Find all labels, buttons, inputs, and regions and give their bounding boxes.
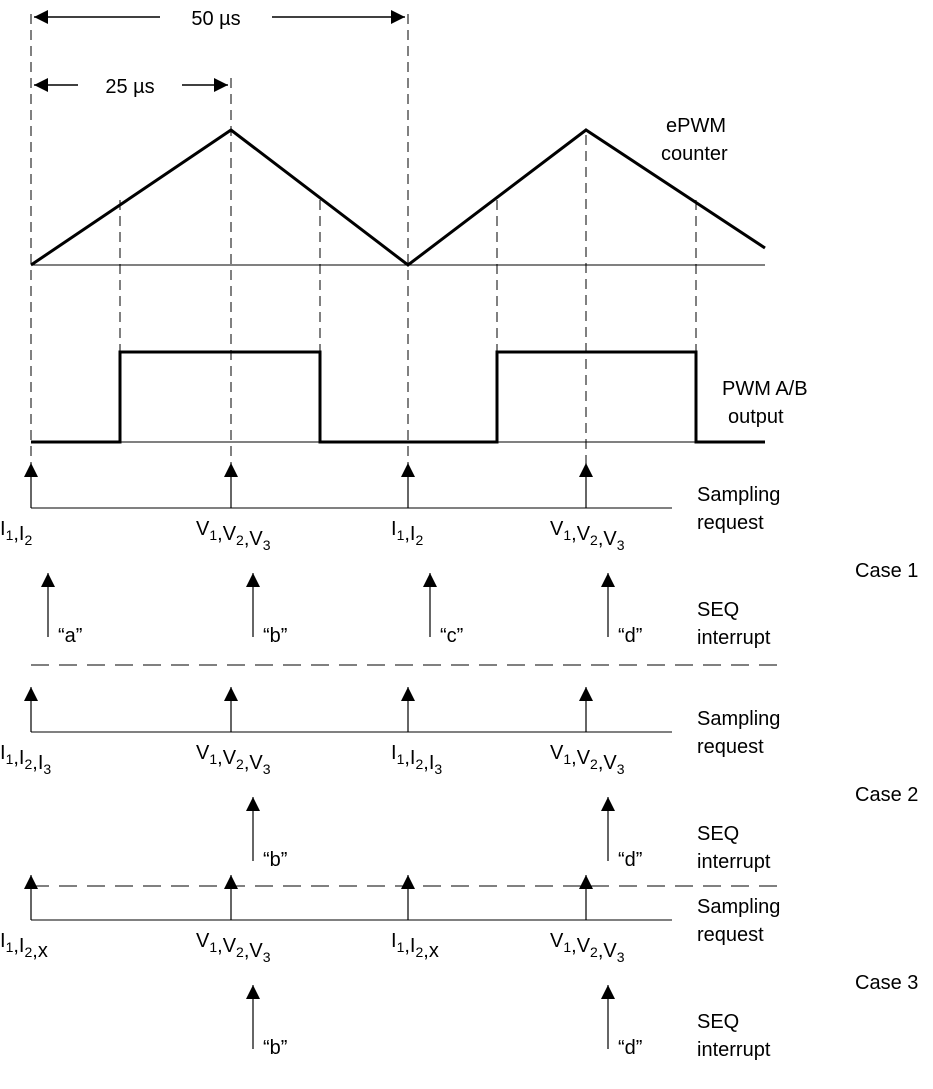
- sampling-request-label: request: [697, 736, 764, 758]
- cases-group: I1,I2 V1,V2,V3 I1,I2 V1,V2,V3 Sampling reques…: [0, 463, 918, 1061]
- sample-label: V1,V2,V3: [550, 930, 625, 965]
- sample-label: I1,I2: [0, 518, 32, 548]
- counter-waveform: [30, 128, 766, 267]
- sampling-request-label: Sampling: [697, 708, 780, 730]
- half-period-label: 25 µs: [105, 76, 154, 98]
- sample-label: V1,V2,V3: [196, 518, 271, 553]
- seq-interrupt-label: SEQ: [697, 1011, 739, 1033]
- period-label: 50 µs: [191, 8, 240, 30]
- seq-interrupt-tag: “b”: [263, 1037, 287, 1059]
- sampling-request-label: Sampling: [697, 896, 780, 918]
- counter-label-line1: ePWM: [666, 115, 726, 137]
- pwm-label-line1: PWM A/B: [722, 378, 808, 400]
- seq-interrupt-label: SEQ: [697, 823, 739, 845]
- case-name: Case 1: [855, 560, 918, 582]
- case-name: Case 2: [855, 784, 918, 806]
- sample-label: I1,I2: [391, 518, 423, 548]
- sample-label: V1,V2,V3: [196, 742, 271, 777]
- sample-label: I1,I2,I3: [391, 742, 442, 777]
- seq-interrupt-label: interrupt: [697, 1039, 771, 1061]
- guide-lines: [30, 14, 697, 476]
- sample-label: V1,V2,V3: [550, 742, 625, 777]
- sampling-request-label: Sampling: [697, 484, 780, 506]
- sample-label: V1,V2,V3: [196, 930, 271, 965]
- seq-interrupt-tag: “d”: [618, 849, 642, 871]
- counter-label-line2: counter: [661, 143, 728, 165]
- sample-label: I1,I2,I3: [0, 742, 51, 777]
- sample-label: I1,I2,x: [0, 930, 48, 962]
- sample-label: V1,V2,V3: [550, 518, 625, 553]
- pwm-label-line2: output: [728, 406, 784, 428]
- case-name: Case 3: [855, 972, 918, 994]
- seq-interrupt-label: interrupt: [697, 851, 771, 873]
- seq-interrupt-tag: “b”: [263, 625, 287, 647]
- seq-interrupt-tag: “d”: [618, 625, 642, 647]
- seq-interrupt-tag: “d”: [618, 1037, 642, 1059]
- seq-interrupt-tag: “c”: [440, 625, 463, 647]
- seq-interrupt-label: interrupt: [697, 627, 771, 649]
- seq-interrupt-label: SEQ: [697, 599, 739, 621]
- sampling-request-label: request: [697, 512, 764, 534]
- seq-interrupt-tag: “a”: [58, 625, 82, 647]
- seq-interrupt-tag: “b”: [263, 849, 287, 871]
- sample-label: I1,I2,x: [391, 930, 439, 962]
- pwm-waveform: [31, 350, 765, 444]
- sampling-request-label: request: [697, 924, 764, 946]
